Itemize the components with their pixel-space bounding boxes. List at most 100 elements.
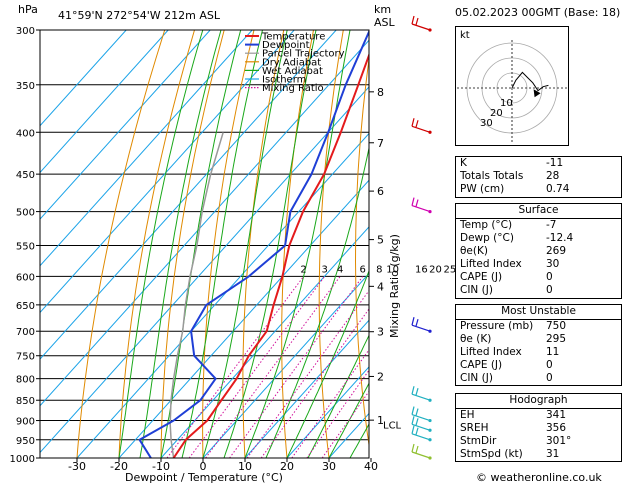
- x-tick-label: 10: [238, 460, 252, 473]
- surface-row: CIN (J) 0: [456, 284, 621, 297]
- wind-barb-flag: [415, 427, 419, 435]
- mixing-ratio-label: 8: [376, 264, 382, 275]
- km-tick-label: 7: [377, 137, 384, 150]
- isotherm-line: [40, 30, 127, 127]
- wind-barb-dot: [428, 418, 432, 423]
- location-title: 41°59'N 272°54'W 212m ASL: [58, 9, 221, 22]
- surface-label: Lifted Index: [460, 258, 522, 271]
- mixing-ratio-label: 4: [337, 264, 343, 275]
- mixing-ratio-line: [166, 276, 305, 458]
- surface-label: Dewp (°C): [460, 231, 514, 244]
- mixing-ratio-label: 2: [300, 264, 306, 275]
- hodograph-table-title: Hodograph: [509, 394, 568, 406]
- most-unstable-value: 0: [546, 359, 553, 372]
- wet-adiabat-line: [223, 30, 317, 458]
- most-unstable-row: CAPE (J) 0: [456, 359, 621, 372]
- mixing-ratio-label: 10: [386, 264, 399, 275]
- dry-adiabat-line: [76, 30, 166, 458]
- surface-value: 269: [546, 244, 567, 257]
- most-unstable-value: 11: [546, 345, 560, 358]
- wind-barb-flag: [415, 120, 419, 128]
- isotherm-line: [76, 132, 369, 458]
- isotherm-line: [40, 30, 169, 174]
- wet-adiabat-line: [118, 30, 204, 458]
- wind-barb-staff: [411, 423, 431, 431]
- isotherm-line: [202, 272, 369, 458]
- dry-adiabat-line: [118, 30, 195, 458]
- wet-adiabat-line: [139, 30, 222, 458]
- wind-barb-flag: [415, 319, 419, 327]
- wet-adiabat-line: [286, 269, 369, 458]
- surface-value: 0: [546, 284, 553, 297]
- wind-barb-staff: [411, 125, 431, 133]
- surface-label: Temp (°C): [460, 218, 513, 231]
- hodograph-ring-label: 20: [490, 108, 503, 119]
- mixing-ratio-line: [229, 276, 364, 458]
- mixing-ratio-label: 16: [415, 264, 428, 275]
- pressure-tick-label: 450: [16, 170, 35, 181]
- legend-label: Dewpoint: [262, 40, 310, 51]
- x-tick-label: 30: [322, 460, 336, 473]
- most-unstable-title: Most Unstable: [501, 305, 576, 317]
- x-tick-label: -30: [68, 460, 86, 473]
- surface-row: Dewp (°C) -12.4: [456, 232, 621, 245]
- x-tick-label: 0: [200, 460, 207, 473]
- pressure-tick-label: 550: [16, 241, 35, 252]
- most-unstable-row: Pressure (mb) 750: [456, 318, 621, 333]
- legend-label: Wet Adiabat: [262, 66, 323, 77]
- hodograph-stat-value: 301°: [546, 434, 572, 447]
- hodograph-stat-label: EH: [460, 408, 475, 421]
- surface-row: Lifted Index 30: [456, 258, 621, 271]
- most-unstable-label: CIN (J): [460, 372, 493, 385]
- pressure-tick-label: 650: [16, 301, 35, 312]
- wind-barb-staff: [411, 433, 431, 441]
- wind-barb-flag: [415, 199, 419, 207]
- isotherm-line: [40, 86, 369, 454]
- wind-barb-flag: [411, 416, 415, 425]
- wind-barb-flag: [411, 15, 415, 25]
- wind-barb-dot: [428, 398, 432, 402]
- x-tick-label: -20: [110, 460, 128, 473]
- most-unstable-row: Lifted Index 11: [456, 346, 621, 359]
- hodograph-stat-row: StmSpd (kt) 31: [456, 448, 621, 461]
- km-tick-label: 4: [377, 280, 384, 293]
- pressure-tick-label: 400: [16, 128, 35, 139]
- wind-barb-flag: [411, 443, 415, 453]
- surface-label: CAPE (J): [460, 271, 503, 284]
- most-unstable-value: 750: [546, 319, 567, 332]
- wind-barb-dot: [428, 329, 432, 333]
- hodograph-table-box: Hodograph EH 341 SREH 356 StmDir 301° StmSpd (…: [455, 393, 622, 463]
- surface-value: 0: [546, 271, 553, 284]
- most-unstable-value: 295: [546, 332, 567, 345]
- x-axis-title: Dewpoint / Temperature (°C): [125, 471, 283, 484]
- wind-barb-flag: [415, 445, 419, 454]
- index-row: K -11: [456, 157, 621, 170]
- wind-barb-dot: [428, 438, 432, 442]
- wind-barb-dot: [428, 456, 432, 460]
- dry-adiabat-line: [281, 30, 314, 458]
- pressure-tick-label: 300: [16, 26, 35, 37]
- wind-barb-staff: [411, 393, 431, 401]
- wind-barb-staff: [411, 451, 431, 459]
- hodograph-stat-label: SREH: [460, 421, 489, 434]
- hodograph-stat-row: StmDir 301°: [456, 435, 621, 448]
- index-label: Totals Totals: [460, 170, 524, 183]
- hodograph-stat-value: 341: [546, 408, 567, 421]
- parcel-trajectory-line: [169, 132, 224, 458]
- mixing-ratio-label: 3: [321, 264, 327, 275]
- pressure-tick-label: 900: [16, 417, 35, 428]
- hpa-label: hPa: [18, 3, 38, 16]
- wind-barb-staff: [411, 23, 431, 31]
- mixing-ratio-line: [246, 289, 369, 458]
- isotherm-line: [160, 226, 369, 458]
- surface-row: Temp (°C) -7: [456, 217, 621, 232]
- wet-adiabat-line: [265, 145, 369, 458]
- dry-adiabat-line: [242, 30, 285, 458]
- wet-adiabat-line: [202, 30, 288, 458]
- datetime-title: 05.02.2023 00GMT (Base: 18): [455, 6, 621, 19]
- hodograph-stat-value: 31: [546, 448, 560, 461]
- dewpoint-line: [138, 30, 369, 458]
- plot-frame: [39, 29, 370, 459]
